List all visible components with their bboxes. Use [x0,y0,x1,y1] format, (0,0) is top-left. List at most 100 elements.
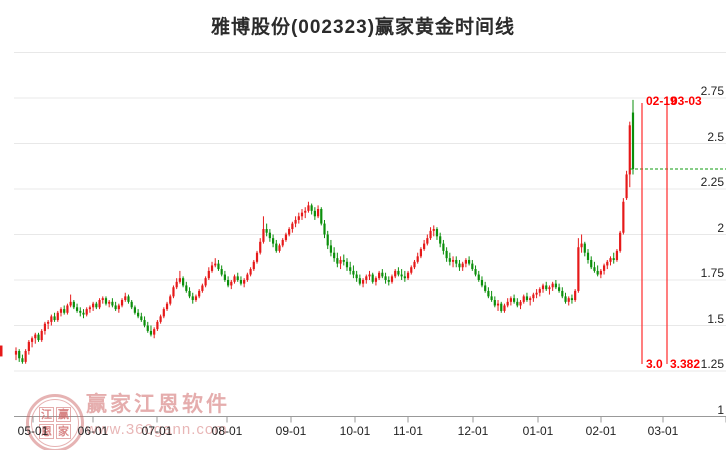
candle-body [207,270,210,279]
candle-body [47,321,50,324]
watermark-url-text: www.360gann.com [86,421,228,438]
candle-body [410,267,413,273]
candle-body [114,305,117,310]
candle-body [551,283,554,288]
y-axis-label: 1 [717,402,724,417]
candle-body [374,278,378,282]
candle-body [304,210,307,213]
candle-body [278,245,281,251]
candle-body [104,298,108,304]
candle-body [143,320,146,326]
candle-body [50,316,53,322]
candle-body [95,303,98,308]
candle-body [599,270,602,275]
y-axis-label: 1.5 [707,311,724,326]
candle-body [609,258,612,262]
candle-body [554,283,557,288]
candle-body [477,274,480,280]
candle-body [361,280,365,284]
timeline-price-label-2: 3.382 [670,357,701,371]
candle-body [307,205,310,211]
candle-body [316,209,320,217]
x-axis-label: 06-01 [77,424,109,438]
candle-body [185,285,188,291]
candle-body [146,325,149,331]
candle-body [175,281,178,288]
candle-body [300,212,304,217]
candle-body [82,312,85,315]
candle-body [188,290,191,297]
candle-body [243,280,246,284]
candle-body [281,239,284,246]
candle-body [333,252,336,259]
candle-body [140,316,143,321]
candle-body [172,287,175,297]
candle-body [294,219,297,224]
candle-body [262,229,265,242]
candle-body [320,209,323,224]
x-axis-label: 07-01 [141,424,173,438]
candle-body [468,259,471,264]
candle-body [339,259,342,264]
candle-body [358,278,361,284]
candle-body [480,280,484,286]
candle-body [53,316,56,321]
candle-body [532,294,535,299]
candle-body [541,285,545,290]
watermark-seal-inner: 江赢恩家 [31,399,79,447]
candle-body [349,267,352,271]
candle-body [413,261,416,268]
candle-body [37,334,40,341]
candle-body [239,280,243,284]
candle-body [159,316,162,322]
candle-body [201,285,204,291]
candle-body [249,269,252,275]
candle-body [133,307,137,313]
x-axis-label: 03-01 [647,424,679,438]
candle-body [622,201,625,233]
candle-body [631,112,635,169]
candle-body [182,278,185,286]
candle-body [625,174,628,199]
candle-body [124,296,127,301]
candle-body [233,276,236,282]
candle-body [371,274,374,282]
candle-body [615,250,619,260]
candle-body [198,290,201,297]
candle-body [24,350,27,362]
candle-body [27,341,30,351]
candle-body [69,301,72,306]
candle-body [214,263,217,266]
watermark-seal-char: 江 [39,407,54,422]
watermark-seal: 江赢恩家 [26,394,84,450]
y-axis-label: 1.25 [700,357,724,371]
candle-body [230,281,233,286]
candle-body [432,229,435,231]
candle-body [43,323,47,331]
candle-body [72,301,75,308]
candle-body [403,276,406,279]
candle-body [564,296,567,302]
candle-body [130,301,133,308]
candle-body [490,296,493,301]
candle-body [519,301,522,306]
candle-body [506,301,509,306]
candle-body [288,229,291,235]
candle-body [265,229,268,233]
candle-body [223,274,226,280]
candle-body [596,270,599,275]
x-axis-label: 02-01 [585,424,617,438]
candle-body [451,259,455,262]
candle-body [619,232,622,251]
candle-body [384,276,387,280]
candle-body [329,245,333,253]
candle-body [503,305,506,311]
candle-body [162,309,165,317]
timeline-date-label-1: 02-19 [646,94,677,108]
candle-body [153,329,156,335]
candle-body [355,274,358,279]
candle-body [435,229,439,237]
candle-body [394,270,397,277]
candle-body [204,278,207,286]
